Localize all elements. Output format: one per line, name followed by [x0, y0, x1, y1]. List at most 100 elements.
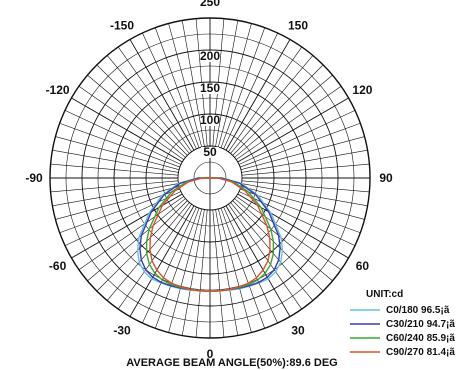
- grid-spoke: [241, 183, 368, 207]
- grid-spoke: [195, 209, 208, 338]
- grid-spoke: [241, 149, 368, 173]
- angle-tick-label: 60: [356, 259, 370, 273]
- grid-spoke: [234, 198, 333, 282]
- grid-spoke: [78, 196, 184, 271]
- grid-spoke: [71, 97, 183, 163]
- angle-tick-label: -120: [46, 83, 70, 97]
- ring-label-bg: [201, 83, 219, 94]
- grid-spoke: [230, 202, 314, 301]
- ring-label-bg: [201, 147, 219, 158]
- grid-spoke: [228, 204, 303, 310]
- grid-spoke: [234, 74, 333, 158]
- angle-tick-label: 150: [288, 19, 308, 33]
- grid-spoke: [52, 149, 179, 173]
- grid-spoke: [181, 20, 205, 147]
- grid-spoke: [238, 110, 356, 165]
- grid-spoke: [168, 23, 203, 148]
- grid-spoke: [225, 39, 291, 151]
- grid-spoke: [64, 191, 182, 246]
- angle-tick-label: -30: [113, 323, 131, 337]
- grid-spoke: [55, 136, 180, 171]
- grid-spoke: [212, 209, 225, 338]
- grid-spoke: [52, 183, 179, 207]
- grid-spoke: [228, 46, 303, 152]
- ring-label-bg: [201, 51, 219, 62]
- grid-spoke: [64, 110, 182, 165]
- grid-spoke: [129, 205, 195, 317]
- angle-tick-label: 90: [379, 171, 393, 185]
- grid-spoke: [238, 191, 356, 246]
- legend-label: C90/270 81.4¡ã: [386, 347, 455, 358]
- grid-spoke: [117, 204, 192, 310]
- angle-tick-label: -150: [110, 19, 134, 33]
- ring-tick-label: 150: [200, 81, 220, 95]
- grid-spoke: [181, 209, 205, 336]
- legend-label: C60/240 85.9¡ã: [386, 333, 455, 344]
- angle-tick-label: 30: [291, 323, 305, 337]
- legend-label: C30/210 94.7¡ã: [386, 319, 455, 330]
- grid-spoke: [236, 196, 342, 271]
- grid-spoke: [142, 206, 197, 324]
- grid-spoke: [59, 188, 181, 234]
- polar-grid: [49, 17, 371, 339]
- grid-spoke: [237, 193, 349, 259]
- grid-spoke: [223, 206, 278, 324]
- beam-angle-caption: AVERAGE BEAM ANGLE(50%):89.6 DEG: [126, 357, 337, 369]
- grid-spoke: [50, 180, 179, 193]
- grid-spoke: [215, 20, 239, 147]
- grid-spoke: [237, 97, 349, 163]
- grid-spoke: [106, 55, 190, 154]
- grid-spoke: [96, 64, 188, 156]
- grid-spoke: [154, 207, 200, 329]
- legend-label: C0/180 96.5¡ã: [386, 305, 450, 316]
- grid-spoke: [241, 180, 370, 193]
- grid-spoke: [217, 23, 252, 148]
- legend: UNIT:cd C0/180 96.5¡ã C30/210 94.7¡ã C60/2…: [350, 289, 455, 358]
- grid-spoke: [55, 185, 180, 220]
- grid-spoke: [78, 85, 184, 160]
- grid-spoke: [236, 85, 342, 160]
- grid-spoke: [230, 55, 314, 154]
- grid-spoke: [220, 207, 266, 329]
- grid-spoke: [87, 198, 186, 282]
- unit-label: UNIT:cd: [366, 289, 403, 300]
- angle-tick-label: 250: [200, 0, 220, 9]
- grid-spoke: [154, 27, 200, 149]
- grid-spoke: [217, 208, 252, 333]
- grid-spoke: [87, 74, 186, 158]
- grid-spoke: [142, 32, 197, 150]
- ring-tick-label: 100: [200, 113, 220, 127]
- ring-tick-label: 50: [203, 145, 217, 159]
- angle-labels: 0 30 60 90 120 150 250 -30 -60 -90 -120 -150: [25, 0, 393, 361]
- grid-spoke: [223, 32, 278, 150]
- ring-labels: 50 100 150 200: [200, 49, 220, 159]
- grid-spoke: [239, 188, 361, 234]
- grid-spoke: [106, 202, 190, 301]
- series-curves: [136, 177, 284, 292]
- grid-spoke: [215, 209, 239, 336]
- grid-spoke: [168, 208, 203, 333]
- angle-tick-label: 0: [207, 347, 214, 361]
- grid-spoke: [220, 27, 266, 149]
- grid-spoke: [240, 136, 365, 171]
- ring-label-bg: [201, 115, 219, 126]
- grid-spoke: [239, 122, 361, 168]
- legend-entries: C0/180 96.5¡ã C30/210 94.7¡ã C60/240 85.9¡…: [350, 305, 455, 358]
- grid-spoke: [241, 163, 370, 176]
- angle-tick-label: -60: [49, 259, 67, 273]
- angle-tick-label: -90: [25, 171, 43, 185]
- grid-spoke: [96, 200, 188, 292]
- ring-tick-label: 200: [200, 49, 220, 63]
- grid-spoke: [232, 200, 324, 292]
- angle-tick-label: 120: [352, 83, 372, 97]
- grid-spoke: [129, 39, 195, 151]
- grid-spoke: [117, 46, 192, 152]
- grid-spoke: [71, 193, 183, 259]
- grid-spoke: [232, 64, 324, 156]
- grid-spoke: [50, 163, 179, 176]
- grid-spoke: [59, 122, 181, 168]
- grid-spoke: [240, 185, 365, 220]
- grid-spoke: [225, 205, 291, 317]
- series-curve-3: [149, 177, 271, 292]
